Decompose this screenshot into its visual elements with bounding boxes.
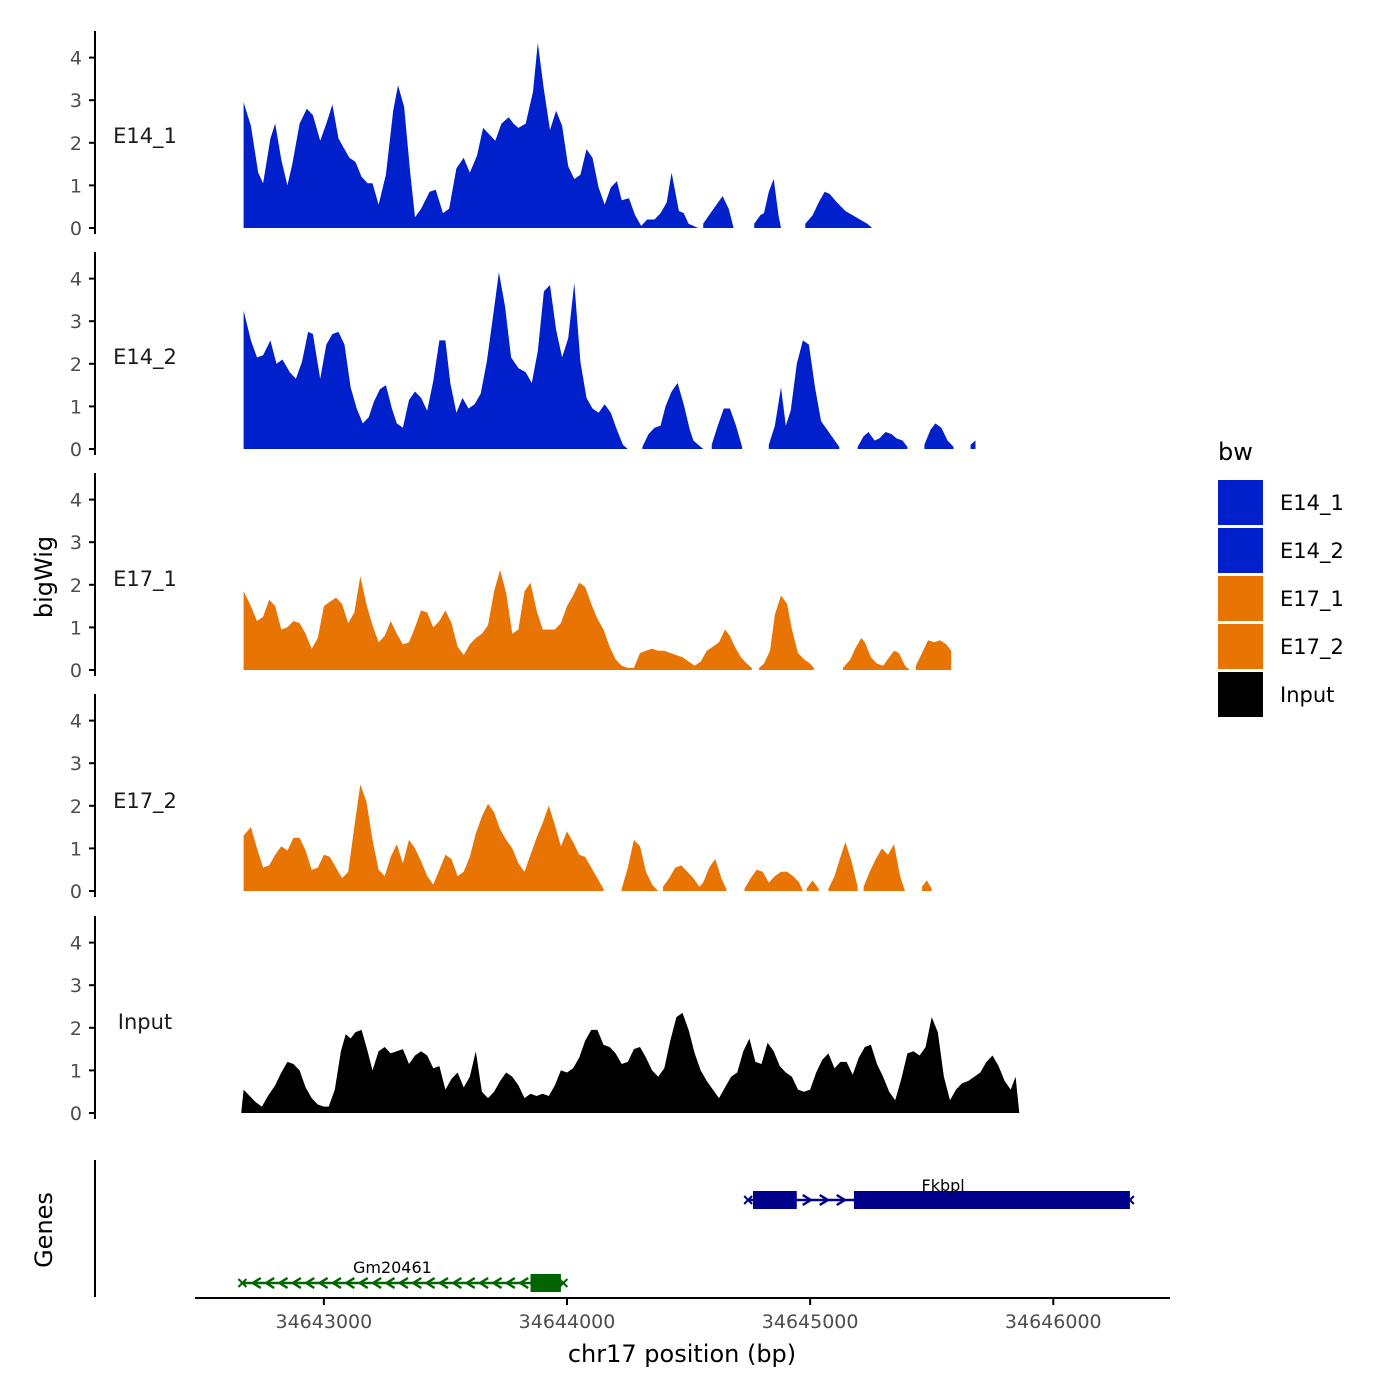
y-tick-label: 0: [70, 881, 82, 903]
y-tick-label: 4: [70, 490, 82, 512]
track-label-E14_2: E14_2: [113, 345, 177, 370]
y-tick-label: 0: [70, 218, 82, 240]
y-tick-label: 3: [70, 753, 82, 775]
strand-arrow: [330, 1276, 342, 1290]
y-tick-label: 1: [70, 617, 82, 639]
strand-arrow: [802, 1193, 814, 1207]
track-E17_2: 0 1 2 3 4 E17_2: [70, 694, 932, 903]
y-tick-label: 2: [70, 354, 82, 376]
genes-axis-title: Genes: [30, 1192, 58, 1268]
gene-Gm20461: Gm20461: [237, 1258, 569, 1292]
legend-label-E14_1: E14_1: [1280, 491, 1344, 516]
coverage-area-E17_1: [243, 569, 952, 670]
y-tick-label: 1: [70, 838, 82, 860]
strand-arrow: [263, 1276, 275, 1290]
strand-arrow: [303, 1276, 315, 1290]
legend-title: bw: [1218, 438, 1253, 466]
strand-arrow: [344, 1276, 356, 1290]
y-tick-label: 2: [70, 575, 82, 597]
track-label-E17_2: E17_2: [113, 789, 177, 814]
y-tick-label: 2: [70, 1018, 82, 1040]
legend: bw E14_1 E14_2 E17_1 E17_2 Input: [1218, 438, 1344, 717]
y-tick-label: 1: [70, 1060, 82, 1082]
y-tick-label: 2: [70, 796, 82, 818]
track-label-Input: Input: [118, 1010, 172, 1034]
legend-label-Input: Input: [1280, 683, 1334, 707]
legend-swatch-Input: [1218, 672, 1263, 717]
y-tick-label: 4: [70, 269, 82, 291]
strand-arrow: [370, 1276, 382, 1290]
gene-exon: [530, 1274, 561, 1292]
strand-arrow: [504, 1276, 516, 1290]
x-tick-label: 34644000: [519, 1311, 616, 1333]
y-tick-label: 2: [70, 133, 82, 155]
strand-arrow: [517, 1276, 529, 1290]
coverage-area-E14_2: [243, 272, 976, 449]
y-tick-label: 4: [70, 48, 82, 70]
strand-arrow: [317, 1276, 329, 1290]
strand-arrow: [819, 1193, 831, 1207]
gene-track: Gm20461 Fkbpl: [94, 1160, 1135, 1297]
strand-arrow: [384, 1276, 396, 1290]
y-tick-label: 1: [70, 175, 82, 197]
legend-swatch-E14_1: [1218, 480, 1263, 525]
gene-label: Gm20461: [353, 1258, 432, 1277]
strand-arrow: [250, 1276, 262, 1290]
y-tick-label: 0: [70, 439, 82, 461]
track-label-E14_1: E14_1: [113, 124, 177, 149]
legend-label-E17_1: E17_1: [1280, 587, 1344, 612]
legend-swatch-E17_2: [1218, 624, 1263, 669]
y-tick-label: 3: [70, 311, 82, 333]
y-tick-label: 3: [70, 90, 82, 112]
legend-swatch-E14_2: [1218, 528, 1263, 573]
y-tick-label: 0: [70, 1103, 82, 1125]
strand-arrow: [357, 1276, 369, 1290]
strand-arrow: [451, 1276, 463, 1290]
y-tick-label: 0: [70, 660, 82, 682]
y-axis-title: bigWig: [30, 536, 58, 618]
strand-arrow: [397, 1276, 409, 1290]
x-axis: 34643000 34644000 34645000 34646000: [195, 1297, 1170, 1333]
x-tick-label: 34645000: [762, 1311, 859, 1333]
strand-arrow: [290, 1276, 302, 1290]
y-tick-label: 4: [70, 933, 82, 955]
y-tick-label: 4: [70, 711, 82, 733]
gene-end-marker: [1125, 1195, 1135, 1205]
strand-arrow: [277, 1276, 289, 1290]
gene-label: Fkbpl: [922, 1176, 965, 1195]
track-E14_1: 0 1 2 3 4 E14_1: [70, 31, 873, 240]
strand-arrow: [464, 1276, 476, 1290]
track-Input: 0 1 2 3 4 Input: [70, 916, 1020, 1125]
gene-end-marker: [743, 1195, 753, 1205]
x-tick-label: 34646000: [1005, 1311, 1102, 1333]
coverage-area-E14_1: [243, 42, 873, 229]
legend-label-E14_2: E14_2: [1280, 539, 1344, 564]
strand-arrow: [491, 1276, 503, 1290]
strand-arrow: [410, 1276, 422, 1290]
strand-arrow: [836, 1193, 848, 1207]
y-tick-label: 3: [70, 975, 82, 997]
gene-exon: [753, 1191, 797, 1209]
track-E14_2: 0 1 2 3 4 E14_2: [70, 252, 976, 461]
coverage-area-E17_2: [243, 784, 932, 891]
strand-arrow: [437, 1276, 449, 1290]
gene-exon: [853, 1191, 1130, 1209]
gene-end-marker: [237, 1278, 248, 1288]
y-tick-label: 3: [70, 532, 82, 554]
legend-label-E17_2: E17_2: [1280, 635, 1344, 660]
track-label-E17_1: E17_1: [113, 567, 177, 592]
gene-end-marker: [558, 1278, 569, 1288]
coverage-area-Input: [241, 1012, 1020, 1113]
strand-arrow: [477, 1276, 489, 1290]
x-tick-label: 34643000: [276, 1311, 373, 1333]
track-E17_1: 0 1 2 3 4 E17_1: [70, 473, 952, 682]
strand-arrow: [424, 1276, 436, 1290]
x-axis-title: chr17 position (bp): [568, 1340, 796, 1368]
coverage-tracks: 0 1 2 3 4 E14_1 0 1 2 3 4 E14_2 0 1 2 3 4 E17_1 0 1 2 3 4 E17_2…: [70, 31, 1020, 1125]
legend-swatch-E17_1: [1218, 576, 1263, 621]
y-tick-label: 1: [70, 396, 82, 418]
gene-Fkbpl: Fkbpl: [743, 1176, 1135, 1209]
